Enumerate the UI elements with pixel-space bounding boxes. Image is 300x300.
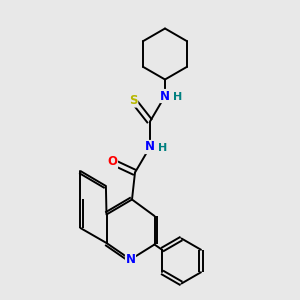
Text: O: O: [107, 155, 118, 169]
Text: N: N: [160, 89, 170, 103]
Text: N: N: [125, 253, 136, 266]
Text: H: H: [173, 92, 182, 103]
Text: S: S: [129, 94, 138, 107]
Text: H: H: [158, 143, 167, 154]
Text: N: N: [145, 140, 155, 154]
